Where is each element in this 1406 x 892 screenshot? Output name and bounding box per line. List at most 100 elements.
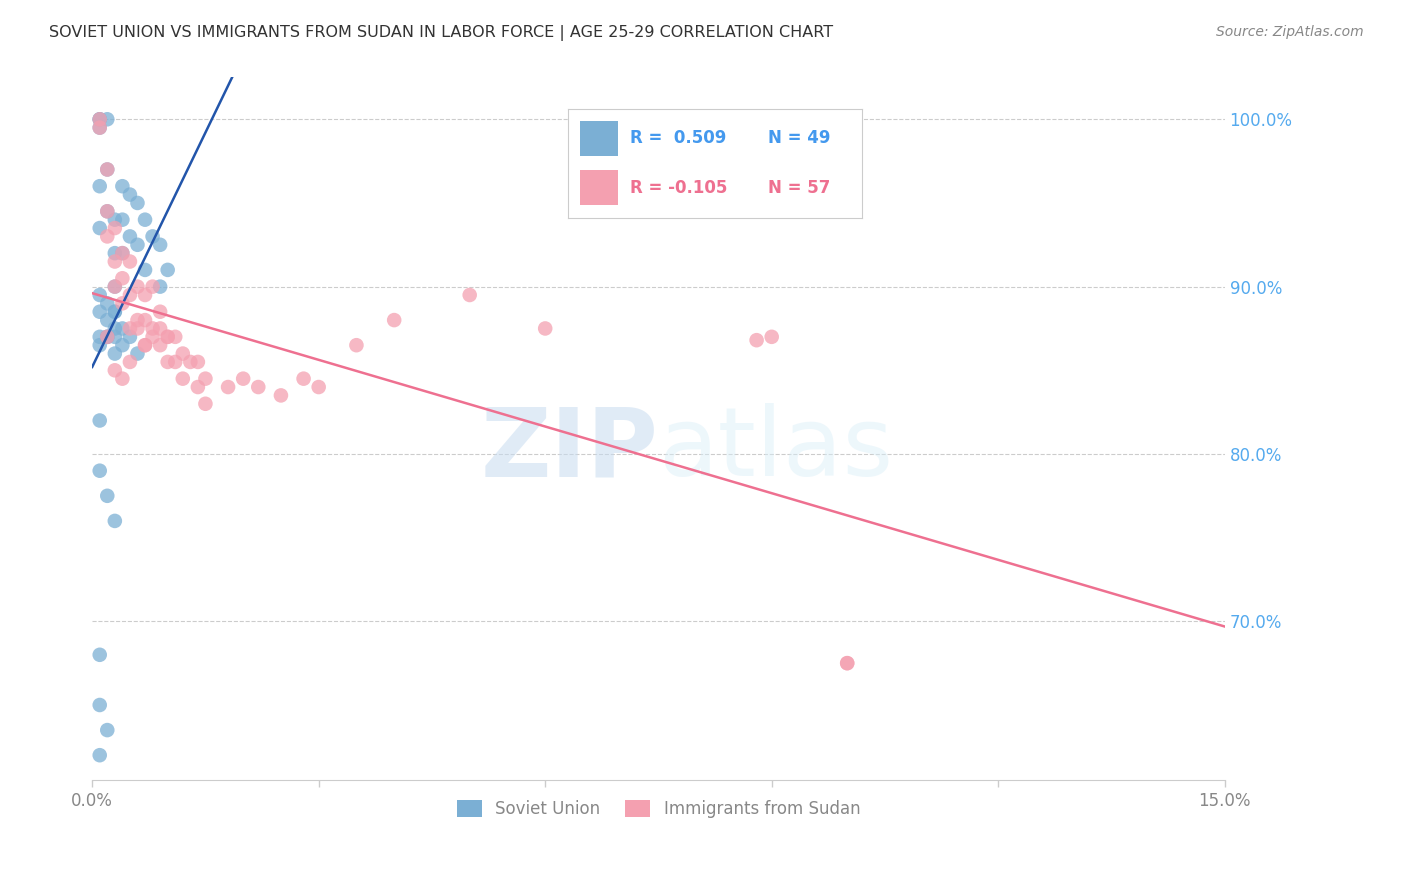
Point: [134, 338, 156, 352]
Point: [96, 162, 118, 177]
Point: [89, 120, 111, 135]
Point: [104, 221, 127, 235]
Point: [118, 288, 141, 302]
Point: [134, 338, 156, 352]
Point: [104, 514, 127, 528]
Point: [96, 313, 118, 327]
Point: [89, 748, 111, 763]
Point: [89, 112, 111, 127]
Point: [134, 212, 156, 227]
Point: [837, 656, 859, 670]
Point: [118, 321, 141, 335]
Point: [534, 321, 557, 335]
Point: [127, 313, 149, 327]
Point: [127, 321, 149, 335]
Point: [142, 321, 165, 335]
Point: [232, 372, 254, 386]
Point: [118, 229, 141, 244]
Point: [89, 120, 111, 135]
Point: [111, 372, 134, 386]
Point: [111, 246, 134, 260]
Point: [458, 288, 481, 302]
Text: SOVIET UNION VS IMMIGRANTS FROM SUDAN IN LABOR FORCE | AGE 25-29 CORRELATION CHA: SOVIET UNION VS IMMIGRANTS FROM SUDAN IN…: [49, 25, 834, 41]
Point: [187, 355, 209, 369]
Point: [142, 279, 165, 293]
Point: [89, 112, 111, 127]
Point: [194, 372, 217, 386]
Point: [96, 330, 118, 344]
Point: [111, 179, 134, 194]
Point: [127, 237, 149, 252]
Point: [89, 221, 111, 235]
Point: [127, 346, 149, 360]
Point: [111, 212, 134, 227]
Point: [96, 489, 118, 503]
Point: [247, 380, 270, 394]
Point: [156, 355, 179, 369]
Point: [156, 263, 179, 277]
Point: [149, 279, 172, 293]
Point: [346, 338, 368, 352]
Point: [89, 338, 111, 352]
Point: [118, 355, 141, 369]
Point: [134, 288, 156, 302]
Point: [111, 321, 134, 335]
Point: [104, 279, 127, 293]
Point: [292, 372, 315, 386]
Point: [89, 179, 111, 194]
Point: [172, 346, 194, 360]
Point: [89, 413, 111, 427]
Point: [118, 330, 141, 344]
Point: [104, 279, 127, 293]
Text: ZIP: ZIP: [481, 403, 658, 497]
Point: [96, 162, 118, 177]
Point: [134, 313, 156, 327]
Point: [127, 196, 149, 211]
Point: [118, 187, 141, 202]
Point: [104, 304, 127, 318]
Point: [89, 464, 111, 478]
Text: atlas: atlas: [658, 403, 894, 497]
Point: [118, 254, 141, 268]
Point: [104, 321, 127, 335]
Point: [156, 330, 179, 344]
Point: [270, 388, 292, 402]
Point: [96, 112, 118, 127]
Point: [89, 288, 111, 302]
Point: [104, 246, 127, 260]
Point: [104, 330, 127, 344]
Point: [142, 330, 165, 344]
Point: [111, 296, 134, 310]
Point: [382, 313, 405, 327]
Point: [165, 355, 187, 369]
Point: [104, 346, 127, 360]
Point: [96, 723, 118, 737]
Point: [111, 338, 134, 352]
Point: [217, 380, 239, 394]
Point: [149, 237, 172, 252]
Point: [172, 372, 194, 386]
Point: [89, 648, 111, 662]
Point: [104, 212, 127, 227]
Point: [104, 304, 127, 318]
Point: [96, 296, 118, 310]
Point: [89, 330, 111, 344]
Point: [194, 397, 217, 411]
Point: [308, 380, 330, 394]
Point: [104, 363, 127, 377]
Legend: Soviet Union, Immigrants from Sudan: Soviet Union, Immigrants from Sudan: [450, 793, 868, 825]
Point: [761, 330, 783, 344]
Point: [127, 279, 149, 293]
Point: [149, 321, 172, 335]
Point: [156, 330, 179, 344]
Point: [837, 656, 859, 670]
Point: [89, 698, 111, 712]
Point: [142, 229, 165, 244]
Point: [96, 229, 118, 244]
Point: [96, 330, 118, 344]
Point: [187, 380, 209, 394]
Point: [149, 338, 172, 352]
Point: [96, 330, 118, 344]
Point: [179, 355, 201, 369]
Point: [104, 254, 127, 268]
